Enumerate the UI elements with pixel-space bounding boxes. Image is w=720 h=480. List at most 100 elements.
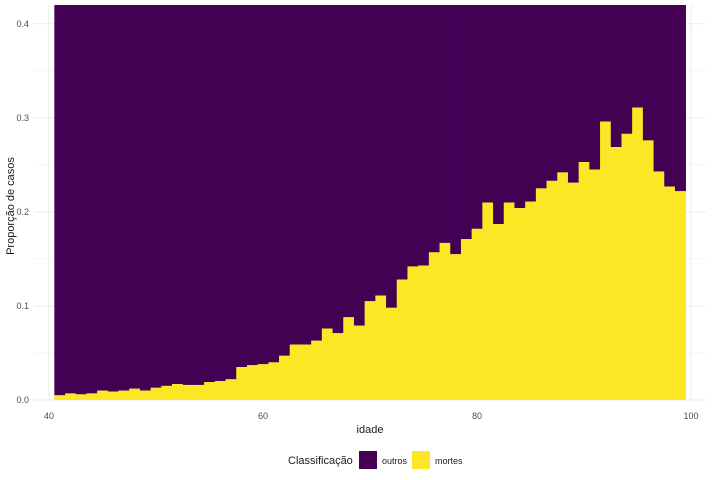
legend-label-mortes: mortes <box>435 456 463 466</box>
bar-layer <box>54 5 686 400</box>
bar-outros-89 <box>567 5 579 183</box>
bar-mortes-67 <box>332 333 344 400</box>
bar-outros-51 <box>161 5 173 386</box>
bar-outros-92 <box>600 5 612 122</box>
bar-mortes-84 <box>514 208 526 400</box>
bar-outros-46 <box>107 5 119 392</box>
bar-mortes-51 <box>161 385 173 400</box>
bar-outros-71 <box>375 5 387 296</box>
bar-mortes-91 <box>589 169 601 400</box>
bar-mortes-90 <box>578 162 590 400</box>
x-tick-label: 100 <box>684 411 699 421</box>
bar-mortes-77 <box>439 242 451 400</box>
bar-mortes-73 <box>396 279 408 400</box>
bar-mortes-92 <box>600 121 612 400</box>
bar-outros-52 <box>172 5 184 385</box>
bar-outros-80 <box>471 5 483 229</box>
bar-outros-73 <box>396 5 408 280</box>
legend-swatch-outros <box>359 451 377 469</box>
bar-outros-97 <box>653 5 665 172</box>
bar-mortes-58 <box>236 367 248 400</box>
bar-mortes-70 <box>364 301 376 400</box>
x-axis-title: idade <box>357 424 384 436</box>
bar-outros-48 <box>129 5 141 389</box>
bar-mortes-65 <box>311 340 323 400</box>
bar-outros-44 <box>86 5 98 394</box>
bar-mortes-80 <box>471 228 483 400</box>
bar-outros-91 <box>589 5 601 170</box>
bar-outros-69 <box>353 5 365 326</box>
bar-outros-96 <box>642 5 654 141</box>
bar-outros-87 <box>546 5 558 181</box>
bar-mortes-52 <box>172 384 184 400</box>
bar-outros-98 <box>664 5 676 187</box>
bar-mortes-54 <box>193 384 205 400</box>
bar-mortes-56 <box>214 381 226 400</box>
bar-outros-76 <box>428 5 440 253</box>
bar-mortes-79 <box>460 239 472 400</box>
bar-outros-75 <box>418 5 430 266</box>
legend: Classificação outros mortes <box>288 451 463 469</box>
bar-outros-74 <box>407 5 419 267</box>
y-tick-label: 0.1 <box>16 301 29 311</box>
y-axis-title: Proporção de casos <box>5 157 17 255</box>
bar-outros-62 <box>279 5 291 356</box>
bar-mortes-87 <box>546 180 558 400</box>
bar-outros-86 <box>535 5 547 189</box>
bar-mortes-74 <box>407 266 419 400</box>
bar-mortes-63 <box>289 344 301 400</box>
bar-mortes-85 <box>525 201 537 400</box>
bar-outros-43 <box>75 5 87 395</box>
bar-mortes-83 <box>503 202 515 400</box>
bar-mortes-94 <box>621 133 633 400</box>
bar-mortes-49 <box>139 390 151 400</box>
bar-outros-64 <box>300 5 312 345</box>
bar-outros-59 <box>246 5 258 366</box>
bar-mortes-47 <box>118 390 130 400</box>
bar-outros-67 <box>332 5 344 334</box>
bar-outros-77 <box>439 5 451 243</box>
bar-outros-93 <box>610 5 622 148</box>
bar-mortes-93 <box>610 147 622 400</box>
bar-outros-47 <box>118 5 130 391</box>
bar-mortes-98 <box>664 186 676 400</box>
bar-mortes-57 <box>225 379 237 400</box>
bar-mortes-64 <box>300 344 312 400</box>
bar-mortes-68 <box>343 317 355 400</box>
bar-mortes-60 <box>257 364 269 400</box>
bar-mortes-78 <box>450 254 462 400</box>
bar-mortes-82 <box>493 224 505 400</box>
bar-outros-41 <box>54 5 66 396</box>
x-axis-ticks: 40 60 80 100 <box>44 411 699 421</box>
bar-outros-45 <box>97 5 109 391</box>
bar-outros-83 <box>503 5 515 203</box>
bar-outros-56 <box>214 5 226 382</box>
bar-mortes-55 <box>204 382 216 400</box>
bar-mortes-50 <box>150 387 162 400</box>
bar-mortes-46 <box>107 391 119 400</box>
bar-outros-65 <box>311 5 323 341</box>
bar-mortes-81 <box>482 202 494 400</box>
bar-outros-95 <box>632 5 644 108</box>
bar-mortes-86 <box>535 188 547 400</box>
bar-outros-88 <box>557 5 569 173</box>
bar-mortes-42 <box>65 393 77 400</box>
bar-outros-70 <box>364 5 376 302</box>
bar-outros-63 <box>289 5 301 345</box>
bar-outros-53 <box>182 5 194 385</box>
bar-mortes-95 <box>632 107 644 400</box>
bar-outros-49 <box>139 5 151 391</box>
bar-outros-54 <box>193 5 205 385</box>
bar-outros-42 <box>65 5 77 394</box>
x-tick-label: 60 <box>258 411 268 421</box>
bar-outros-58 <box>236 5 248 368</box>
legend-swatch-mortes <box>412 451 430 469</box>
bar-mortes-59 <box>246 365 258 400</box>
bar-mortes-48 <box>129 388 141 400</box>
bar-outros-99 <box>674 5 686 192</box>
bar-mortes-89 <box>567 182 579 400</box>
bar-outros-78 <box>450 5 462 255</box>
bar-outros-66 <box>321 5 333 329</box>
bar-outros-82 <box>493 5 505 225</box>
